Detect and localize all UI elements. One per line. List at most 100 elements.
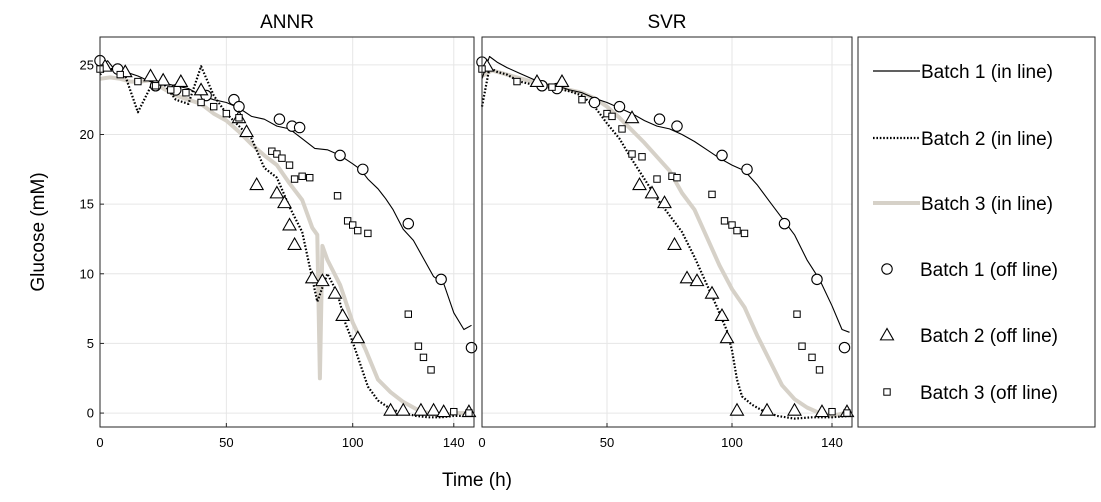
legend-box [857, 36, 1096, 428]
point-batch-3-off-line [290, 175, 299, 183]
point-batch-2-off-line [719, 330, 735, 344]
plot-area-svr [482, 37, 852, 427]
point-batch-3-off-line [354, 226, 362, 235]
point-batch-2-off-line [327, 285, 343, 299]
point-batch-2-off-line [395, 402, 411, 416]
point-batch-2-off-line [426, 402, 442, 416]
x-tick-label: 50 [219, 435, 233, 450]
point-batch-3-off-line [285, 161, 294, 169]
point-batch-3-off-line [653, 175, 661, 183]
chart-title-annr: ANNR [260, 12, 314, 33]
point-batch-1-off-line [293, 121, 306, 134]
legend-swatch-square [883, 388, 891, 396]
point-batch-3-off-line [740, 229, 749, 238]
point-batch-1-off-line [402, 217, 415, 230]
point-batch-3-off-line [450, 407, 458, 416]
legend-label: Batch 1 (in line) [921, 62, 1053, 83]
point-batch-2-off-line [759, 402, 775, 416]
point-batch-3-off-line [578, 95, 586, 104]
point-batch-3-off-line [134, 77, 142, 86]
point-batch-3-off-line [333, 192, 342, 200]
point-batch-3-off-line [278, 154, 286, 162]
x-tick-label: 50 [600, 435, 614, 450]
point-batch-2-off-line [632, 177, 647, 191]
legend-entries: Batch 1 (in line) Batch 2 (in line) Batch … [873, 62, 1058, 404]
point-batch-2-off-line [657, 195, 672, 209]
point-batch-1-off-line [838, 341, 851, 354]
y-tick-label: 20 [80, 127, 94, 142]
point-batch-1-off-line [613, 100, 626, 113]
point-batch-1-off-line [588, 96, 601, 109]
point-batch-3-off-line [419, 353, 428, 362]
point-batch-3-off-line [548, 83, 556, 91]
y-tick-label: 5 [87, 336, 94, 351]
y-ticks-annr: 0 5 10 15 20 25 [80, 57, 104, 421]
point-batch-3-off-line [343, 217, 352, 225]
panel-annr: 0 50 100 140 0 5 10 15 20 25 ANNR [80, 12, 478, 450]
x-tick-label: 140 [821, 435, 843, 450]
x-tick-label: 0 [478, 435, 485, 450]
point-batch-2-off-line [269, 185, 285, 199]
point-batch-3-off-line [513, 77, 521, 86]
point-batch-3-off-line [793, 310, 801, 318]
point-batch-1-off-line [811, 273, 823, 286]
point-batch-2-off-line [304, 270, 320, 284]
point-batch-3-off-line [404, 310, 412, 318]
point-batch-3-off-line [427, 366, 435, 374]
point-batch-3-off-line [197, 98, 205, 107]
point-batch-3-off-line [306, 173, 314, 182]
point-batch-2-off-line [277, 195, 292, 209]
point-batch-2-off-line [413, 402, 429, 416]
series-group-svr [476, 55, 855, 420]
grid-svr [481, 37, 852, 427]
point-batch-2-off-line [249, 177, 265, 191]
legend-entry: Batch 1 (in line) [873, 62, 1053, 83]
x-ticks-svr: 0 50 100 140 [478, 423, 843, 450]
point-batch-3-off-line [273, 150, 281, 158]
point-batch-2-off-line [173, 73, 189, 87]
point-batch-2-off-line [287, 236, 303, 250]
x-tick-label: 100 [342, 435, 364, 450]
y-tick-label: 10 [80, 266, 94, 281]
point-batch-2-off-line [436, 404, 452, 418]
x-axis-label: Time (h) [442, 470, 512, 491]
point-batch-3-off-line [151, 82, 160, 90]
legend-label: Batch 2 (off line) [920, 326, 1058, 347]
point-batch-2-off-line [143, 68, 158, 82]
series-line-batch-2-in-line [99, 65, 472, 419]
legend-entry: Batch 1 (off line) [881, 260, 1058, 281]
point-batch-3-off-line [364, 229, 372, 238]
point-batch-2-off-line [689, 273, 705, 287]
legend-label: Batch 3 (off line) [920, 383, 1058, 404]
point-batch-2-off-line [667, 236, 682, 250]
point-batch-3-off-line [708, 190, 716, 199]
point-batch-2-off-line [679, 270, 695, 284]
point-batch-3-off-line [815, 366, 824, 374]
point-batch-1-off-line [741, 163, 753, 176]
panel-svr: 0 50 100 140 SVR [476, 12, 855, 450]
legend-label: Batch 1 (off line) [920, 260, 1058, 281]
point-batch-3-off-line [843, 409, 851, 417]
point-batch-3-off-line [116, 70, 124, 79]
point-batch-2-off-line [787, 402, 802, 416]
point-batch-2-off-line [624, 110, 640, 124]
plot-area-annr [100, 37, 474, 427]
point-batch-3-off-line [465, 409, 473, 417]
y-tick-label: 15 [80, 197, 94, 212]
point-batch-2-off-line [554, 73, 570, 87]
point-batch-2-off-line [314, 273, 330, 287]
point-batch-1-off-line [435, 273, 447, 286]
point-batch-2-off-line [704, 285, 720, 299]
legend-entry: Batch 3 (in line) [873, 194, 1053, 215]
point-batch-3-off-line [222, 109, 231, 118]
x-ticks-annr: 0 50 100 140 [96, 423, 465, 450]
legend-entry: Batch 2 (in line) [873, 129, 1053, 150]
point-batch-1-off-line [716, 149, 728, 162]
axes-frame-annr [99, 36, 475, 428]
point-batch-1-off-line [273, 113, 286, 125]
point-batch-3-off-line [733, 226, 741, 235]
point-batch-3-off-line [349, 221, 357, 229]
point-batch-3-off-line [298, 172, 306, 180]
point-batch-2-off-line [729, 402, 745, 416]
point-batch-3-off-line [798, 342, 806, 350]
